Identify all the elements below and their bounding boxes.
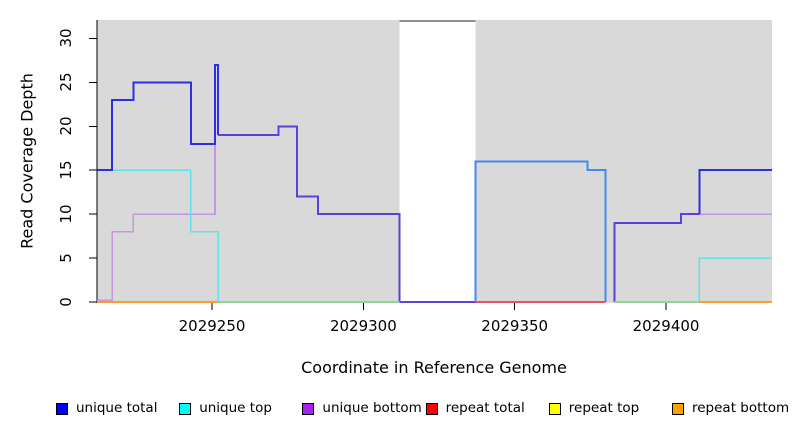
x-axis-title: Coordinate in Reference Genome bbox=[301, 358, 567, 377]
segment-total-equals-top-after-gap bbox=[474, 160, 607, 302]
legend-swatch-unique-bottom bbox=[302, 403, 315, 415]
legend-label-repeat-bottom: repeat bottom bbox=[692, 400, 790, 416]
legend-label-unique-top: unique top bbox=[199, 400, 272, 416]
y-tick-label-30: 30 bbox=[57, 28, 75, 48]
segment-unique-top-right bbox=[698, 257, 772, 302]
legend-swatch-unique-top bbox=[179, 403, 192, 415]
segment-unique-bottom-left bbox=[97, 135, 216, 302]
legend-swatch-repeat-bottom bbox=[672, 403, 684, 415]
legend-label-repeat-top: repeat top bbox=[568, 400, 640, 416]
segment-unique-total-right bbox=[698, 169, 772, 215]
legend-label-repeat-total: repeat total bbox=[445, 400, 525, 416]
y-tick-label-25: 25 bbox=[57, 72, 75, 92]
masked-region bbox=[399, 20, 476, 303]
legend-label-unique-total: unique total bbox=[76, 400, 158, 416]
legend-swatch-repeat-top bbox=[548, 403, 561, 415]
legend-swatch-repeat-total bbox=[425, 403, 438, 415]
y-tick-label-20: 20 bbox=[57, 116, 75, 136]
y-tick-label-10: 10 bbox=[57, 204, 75, 224]
y-tick-label-15: 15 bbox=[57, 160, 75, 180]
y-tick-label-5: 5 bbox=[57, 253, 75, 263]
x-tick-label-2029400: 2029400 bbox=[632, 317, 700, 335]
x-tick-label-2029350: 2029350 bbox=[481, 317, 549, 335]
y-tick-label-0: 0 bbox=[57, 297, 75, 307]
segment-unique-total-left bbox=[97, 63, 220, 172]
legend-label-unique-bottom: unique bottom bbox=[322, 400, 422, 416]
y-axis-title: Read Coverage Depth bbox=[17, 73, 37, 249]
legend-swatch-unique-total bbox=[56, 403, 68, 415]
segment-unique-top-left bbox=[97, 169, 219, 302]
segment-total-equals-bottom-right bbox=[613, 213, 700, 302]
x-tick-label-2029250: 2029250 bbox=[178, 317, 246, 335]
segment-total-equals-bottom-mid bbox=[218, 125, 476, 303]
x-tick-label-2029300: 2029300 bbox=[329, 317, 397, 335]
